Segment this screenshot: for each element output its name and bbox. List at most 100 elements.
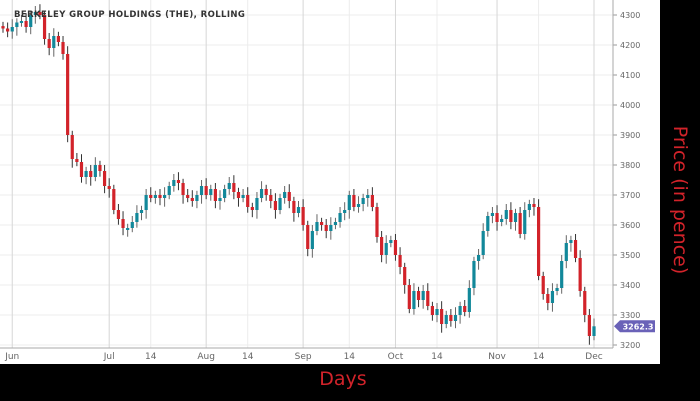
candle-body (476, 255, 481, 261)
candle-body (416, 291, 421, 300)
x-tick-label: 14 (242, 352, 254, 362)
candle-body (47, 39, 51, 48)
candle-body (403, 267, 407, 285)
candle-body (536, 207, 541, 276)
candle-body (560, 261, 564, 288)
plot-area (0, 0, 660, 364)
candle-body (407, 285, 411, 309)
candle-body (541, 276, 545, 294)
candle-body (130, 222, 134, 228)
x-tick-label: Aug (197, 352, 215, 362)
candle-body (463, 306, 467, 312)
candle-body (264, 189, 268, 195)
candle-body (195, 195, 199, 201)
x-axis-title: Days (319, 368, 367, 390)
y-tick-label: 3600 (620, 221, 640, 230)
candle-body (10, 27, 14, 32)
candle-body (139, 210, 144, 213)
candle-body (246, 195, 250, 207)
candle-body (343, 210, 347, 213)
candle-body (38, 12, 42, 15)
candle-body (278, 198, 282, 210)
candle-body (384, 243, 388, 255)
candle-body (329, 225, 333, 231)
y-axis-title-text: Price (in pence) (669, 125, 691, 275)
candle-body (375, 207, 379, 237)
x-tick-label: 14 (344, 352, 356, 362)
candle-body (481, 231, 485, 255)
candle-body (532, 204, 536, 207)
candle-body (66, 54, 70, 135)
candle-body (269, 195, 273, 201)
candle-body (209, 189, 213, 195)
candle-body (102, 171, 107, 186)
candle-body (324, 225, 328, 231)
candle-body (176, 180, 181, 183)
candle-body (250, 207, 254, 210)
candle-body (380, 237, 384, 255)
x-tick-label: 14 (431, 352, 443, 362)
x-tick-label: Jul (103, 352, 115, 362)
candle-body (232, 183, 236, 192)
candle-body (144, 195, 148, 210)
candle-body (199, 186, 204, 195)
candle-body (440, 309, 444, 324)
candle-body (356, 204, 361, 207)
candle-body (550, 291, 555, 303)
candle-body (172, 180, 176, 186)
candle-body (255, 198, 259, 210)
candle-body (52, 36, 56, 48)
candle-body (112, 189, 116, 210)
candle-body (592, 326, 596, 336)
candle-body (292, 201, 296, 213)
candle-body (190, 198, 194, 201)
y-tick-label: 3800 (620, 161, 640, 170)
candle-body (573, 240, 578, 258)
x-tick-label: 14 (145, 352, 157, 362)
candle-body (227, 183, 231, 189)
candle-body (518, 213, 522, 234)
candle-body (467, 288, 471, 312)
candle-body (116, 210, 121, 219)
candle-body (107, 186, 111, 189)
candle-body (213, 189, 217, 201)
candle-body (393, 240, 398, 255)
x-tick-label: Oct (388, 352, 404, 362)
candle-body (578, 258, 582, 291)
y-tick-label: 4200 (620, 41, 640, 50)
candle-body (352, 195, 356, 207)
last-price-label: 3262.3 (623, 322, 654, 331)
candle-body (490, 213, 495, 216)
candle-body (236, 192, 241, 198)
candle-body (273, 201, 278, 210)
x-tick-label: Dec (585, 352, 602, 362)
candle-body (453, 315, 458, 321)
candle-body (389, 240, 393, 243)
candle-body (149, 195, 153, 198)
candle-body (426, 291, 430, 306)
candle-body (555, 288, 559, 291)
candle-body (223, 189, 227, 198)
candle-body (61, 42, 65, 54)
candle-body (15, 22, 19, 27)
candle-body (338, 213, 342, 222)
candle-body (56, 36, 61, 42)
candle-body (523, 210, 527, 234)
x-tick-label: Nov (488, 352, 506, 362)
candle-body (472, 261, 476, 288)
last-price-badge (614, 320, 655, 333)
candle-body (546, 294, 550, 303)
y-tick-label: 4100 (620, 71, 640, 80)
candle-body (398, 255, 402, 267)
y-tick-label: 3500 (620, 251, 640, 260)
candle-body (1, 26, 5, 29)
candle-body (587, 315, 591, 336)
candle-body (135, 213, 139, 222)
candle-body (500, 219, 504, 222)
candle-body (366, 195, 370, 198)
candle-body (370, 195, 374, 207)
candle-body (167, 186, 171, 195)
candle-body (6, 28, 10, 32)
candle-body (430, 306, 434, 315)
candle-body (583, 291, 587, 315)
